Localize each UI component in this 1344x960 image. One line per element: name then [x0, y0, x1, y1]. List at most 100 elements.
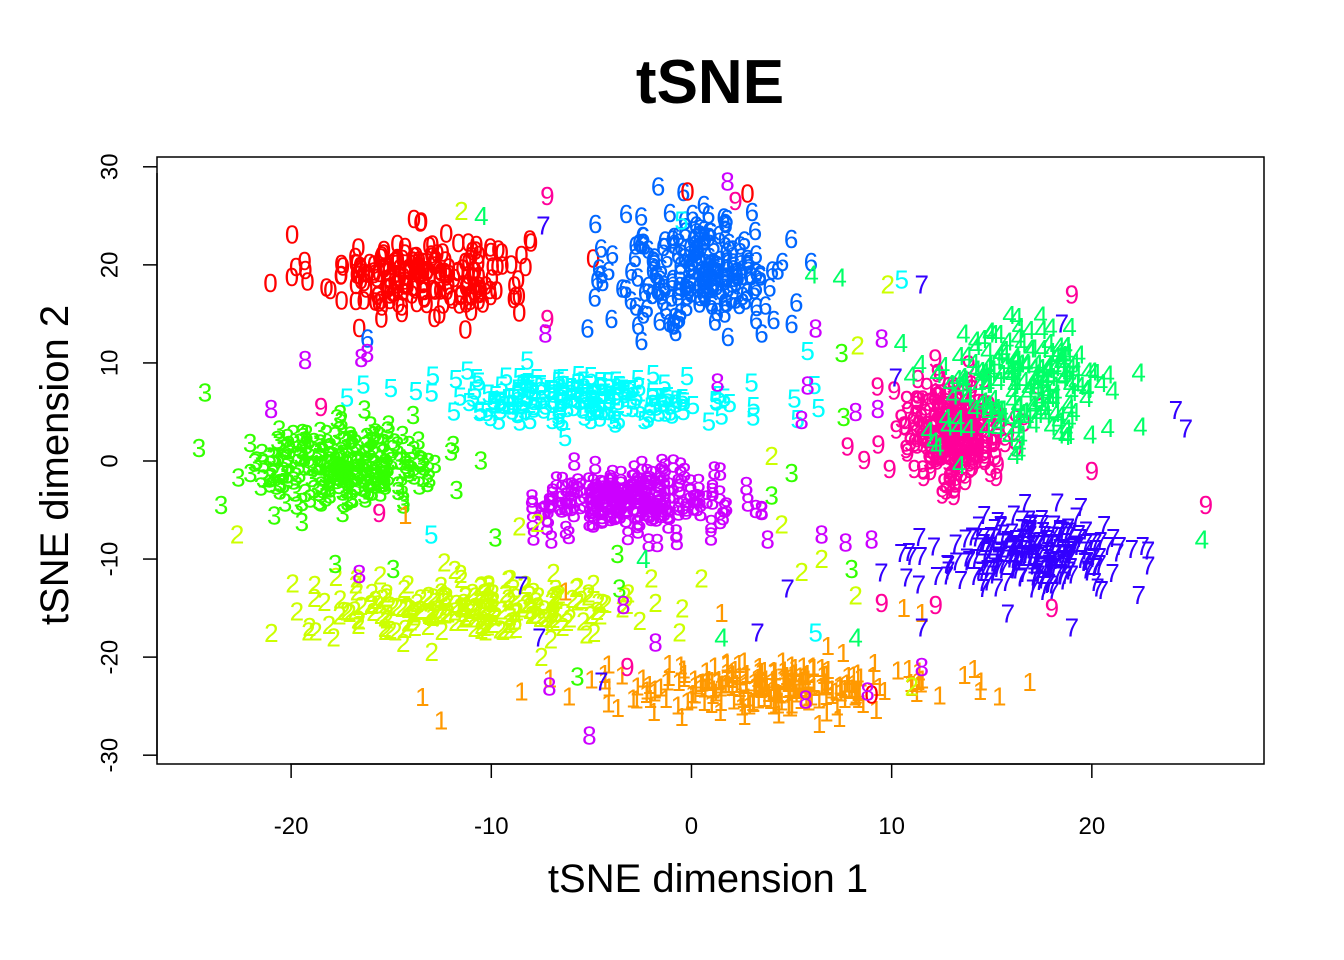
data-point-digit-0: 0 — [319, 272, 333, 302]
data-point-digit-5: 5 — [637, 405, 651, 435]
data-point-digit-9: 9 — [857, 445, 871, 475]
data-point-digit-0: 0 — [336, 252, 350, 282]
data-point-digit-0: 0 — [374, 241, 388, 271]
data-point-digit-0: 0 — [424, 240, 438, 270]
data-point-digit-0: 0 — [461, 247, 475, 277]
data-point-digit-2: 2 — [332, 600, 346, 630]
data-point-digit-4: 4 — [832, 263, 846, 293]
data-point-digit-1: 1 — [1022, 667, 1036, 697]
data-point-digit-0: 0 — [680, 176, 694, 206]
data-point-digit-0: 0 — [390, 245, 404, 275]
data-point-digit-0: 0 — [353, 252, 367, 282]
data-point-digit-0: 0 — [452, 289, 466, 319]
y-tick-label: -30 — [96, 738, 123, 773]
data-point-digit-0: 0 — [416, 255, 430, 285]
data-point-digit-0: 0 — [427, 247, 441, 277]
data-point-digit-7: 7 — [1179, 414, 1193, 444]
data-point-digit-4: 4 — [1008, 344, 1022, 374]
data-point-digit-6: 6 — [604, 304, 618, 334]
data-point-digit-7: 7 — [750, 618, 764, 648]
data-point-digit-0: 0 — [285, 262, 299, 292]
data-point-digit-6: 6 — [712, 220, 726, 250]
data-point-digit-0: 0 — [362, 248, 376, 278]
data-point-digit-8: 8 — [848, 397, 862, 427]
data-point-digit-7: 7 — [975, 528, 989, 558]
data-point-digit-0: 0 — [390, 275, 404, 305]
data-point-digit-0: 0 — [405, 280, 419, 310]
data-point-digit-2: 2 — [264, 618, 278, 648]
data-point-digit-1: 1 — [626, 683, 640, 713]
data-point-digit-3: 3 — [764, 480, 778, 510]
data-point-digit-2: 2 — [587, 618, 601, 648]
data-point-digit-2: 2 — [814, 544, 828, 574]
data-point-digit-2: 2 — [308, 617, 322, 647]
data-point-digit-8: 8 — [545, 478, 559, 508]
data-point-digit-6: 6 — [648, 260, 662, 290]
data-point-digit-5: 5 — [631, 364, 645, 394]
data-point-digit-0: 0 — [413, 260, 427, 290]
data-point-digit-6: 6 — [717, 224, 731, 254]
data-point-digit-7: 7 — [514, 571, 528, 601]
data-point-digit-0: 0 — [453, 279, 467, 309]
data-point-digit-0: 0 — [412, 246, 426, 276]
data-point-digit-0: 0 — [451, 228, 465, 258]
data-point-digit-0: 0 — [402, 253, 416, 283]
data-point-digit-0: 0 — [471, 248, 485, 278]
data-point-digit-0: 0 — [392, 254, 406, 284]
data-point-digit-0: 0 — [442, 259, 456, 289]
data-point-digit-0: 0 — [367, 249, 381, 279]
data-point-digit-0: 0 — [458, 247, 472, 277]
data-point-digit-0: 0 — [419, 289, 433, 319]
data-point-digit-0: 0 — [387, 246, 401, 276]
data-point-digit-0: 0 — [414, 206, 428, 236]
data-point-digit-6: 6 — [635, 221, 649, 251]
data-point-digit-4: 4 — [921, 416, 935, 446]
data-point-digit-6: 6 — [628, 230, 642, 260]
data-point-digit-3: 3 — [289, 491, 303, 521]
data-point-digit-4: 4 — [1083, 420, 1097, 450]
data-point-digit-9: 9 — [372, 498, 386, 528]
data-point-digit-9: 9 — [1085, 456, 1099, 486]
data-point-digit-6: 6 — [714, 276, 728, 306]
data-point-digit-0: 0 — [432, 264, 446, 294]
data-point-digit-0: 0 — [406, 246, 420, 276]
data-point-digit-1: 1 — [514, 676, 528, 706]
data-point-digit-1: 1 — [867, 648, 881, 678]
data-point-digit-0: 0 — [442, 253, 456, 283]
data-point-digit-5: 5 — [472, 397, 486, 427]
data-point-digit-2: 2 — [549, 607, 563, 637]
data-point-digit-0: 0 — [405, 246, 419, 276]
data-point-digit-4: 4 — [903, 360, 917, 390]
data-point-digit-0: 0 — [428, 275, 442, 305]
data-point-digit-0: 0 — [518, 252, 532, 282]
data-point-digit-6: 6 — [685, 199, 699, 229]
data-point-digit-4: 4 — [848, 623, 862, 653]
data-point-digit-0: 0 — [401, 255, 415, 285]
data-point-digit-8: 8 — [673, 452, 687, 482]
data-point-digit-5: 5 — [714, 401, 728, 431]
data-point-digit-0: 0 — [427, 303, 441, 333]
data-point-digit-4: 4 — [1094, 368, 1108, 398]
data-point-digit-0: 0 — [409, 288, 423, 318]
data-point-digit-0: 0 — [425, 230, 439, 260]
data-point-digit-0: 0 — [403, 257, 417, 287]
data-point-digit-0: 0 — [372, 288, 386, 318]
data-point-digit-2: 2 — [512, 512, 526, 542]
data-point-digit-3: 3 — [328, 549, 342, 579]
data-point-digit-0: 0 — [393, 262, 407, 292]
data-point-digit-0: 0 — [434, 257, 448, 287]
data-point-digit-2: 2 — [598, 589, 612, 619]
data-point-digit-0: 0 — [350, 249, 364, 279]
data-point-digit-5: 5 — [523, 405, 537, 435]
data-point-digit-1: 1 — [768, 663, 782, 693]
data-point-digit-6: 6 — [697, 258, 711, 288]
data-point-digit-5: 5 — [677, 386, 691, 416]
data-point-digit-8: 8 — [713, 505, 727, 535]
data-point-digit-7: 7 — [899, 563, 913, 593]
data-point-digit-5: 5 — [384, 373, 398, 403]
data-point-digit-8: 8 — [352, 559, 366, 589]
data-point-digit-0: 0 — [387, 278, 401, 308]
data-point-digit-0: 0 — [334, 260, 348, 290]
data-point-digit-8: 8 — [864, 524, 878, 554]
